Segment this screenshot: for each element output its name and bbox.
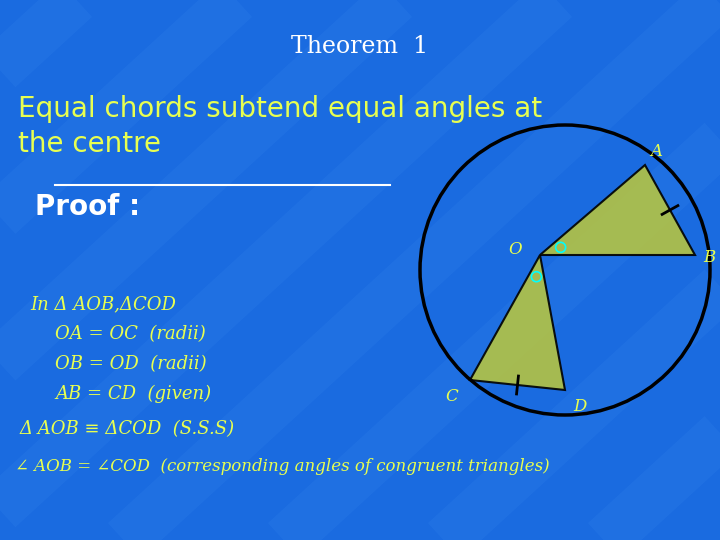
Text: Theorem  1: Theorem 1 <box>292 35 428 58</box>
Text: B: B <box>703 248 715 266</box>
Text: C: C <box>446 388 459 405</box>
Polygon shape <box>470 255 565 390</box>
Text: ∠ AOB = ∠COD  (corresponding angles of congruent triangles): ∠ AOB = ∠COD (corresponding angles of co… <box>15 458 549 475</box>
Text: In Δ AOB,ΔCOD: In Δ AOB,ΔCOD <box>30 295 176 313</box>
Text: O: O <box>508 241 522 259</box>
Text: D: D <box>573 398 587 415</box>
Text: A: A <box>650 143 662 160</box>
Text: Equal chords subtend equal angles at: Equal chords subtend equal angles at <box>18 95 542 123</box>
Text: OB = OD  (radii): OB = OD (radii) <box>55 355 207 373</box>
Text: AB = CD  (given): AB = CD (given) <box>55 385 211 403</box>
Text: the centre: the centre <box>18 130 161 158</box>
Text: Proof :: Proof : <box>35 193 150 221</box>
Polygon shape <box>540 165 695 255</box>
Text: Δ AOB ≡ ΔCOD  (S.S.S): Δ AOB ≡ ΔCOD (S.S.S) <box>20 420 235 438</box>
Text: OA = OC  (radii): OA = OC (radii) <box>55 325 206 343</box>
